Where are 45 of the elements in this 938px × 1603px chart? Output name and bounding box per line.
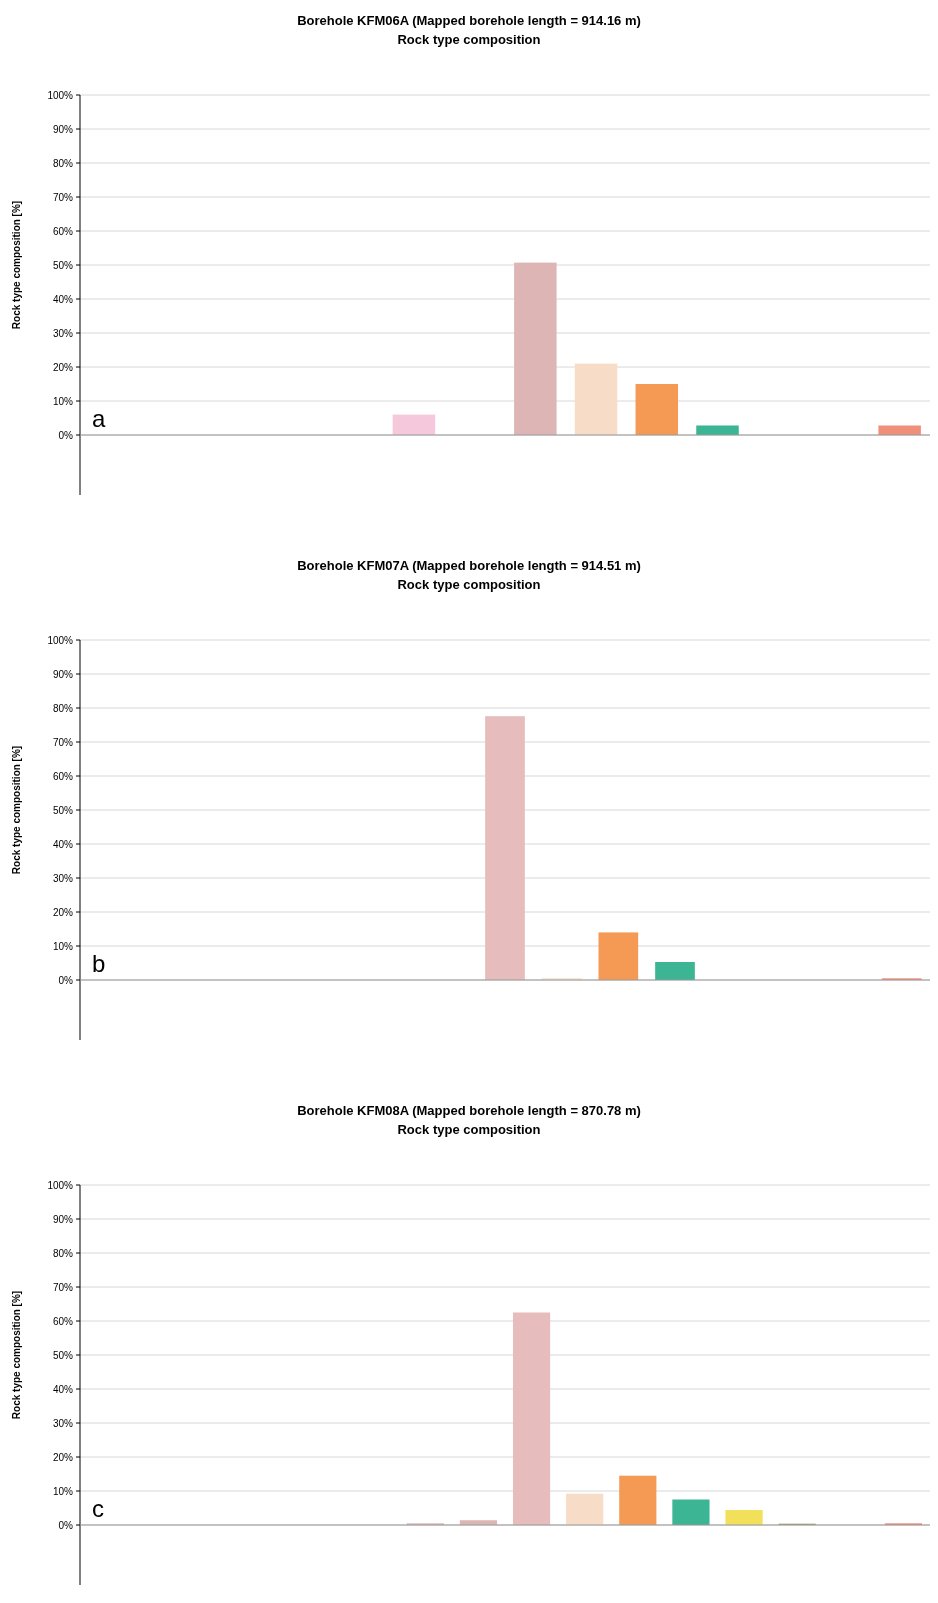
y-axis-title: Rock type composition [%] xyxy=(11,745,22,875)
y-tick-label: 100% xyxy=(47,634,74,646)
y-axis-title: Rock type composition [%] xyxy=(11,1290,22,1420)
y-tick-label: 30% xyxy=(52,1417,74,1429)
y-tick-label: 10% xyxy=(52,1485,74,1497)
y-tick-label: 20% xyxy=(52,361,74,373)
y-tick-label: 60% xyxy=(52,1315,74,1327)
y-tick-label: 0% xyxy=(58,1519,74,1531)
y-tick-label: 80% xyxy=(52,702,74,714)
y-tick-label: 30% xyxy=(52,327,74,339)
y-tick-label: 70% xyxy=(52,191,74,203)
y-tick-label: 50% xyxy=(52,259,74,271)
y-tick-label: 90% xyxy=(52,1213,74,1225)
y-tick-label: 90% xyxy=(52,668,74,680)
y-tick-label: 40% xyxy=(52,1383,74,1395)
chart-title: Borehole KFM06A (Mapped borehole length = 914.16 m) xyxy=(297,13,641,28)
y-tick-label: 50% xyxy=(52,1349,74,1361)
y-tick-label: 90% xyxy=(52,123,74,135)
annotation: b xyxy=(92,950,106,977)
chart-title: Borehole KFM07A (Mapped borehole length = 914.51 m) xyxy=(297,558,641,573)
y-tick-label: 10% xyxy=(52,940,74,952)
y-tick-label: 0% xyxy=(58,429,74,441)
y-axis-title: Rock type composition [%] xyxy=(11,200,22,330)
y-tick-label: 30% xyxy=(52,872,74,884)
chart-subtitle: Rock type composition xyxy=(397,1122,541,1137)
y-tick-label: 20% xyxy=(52,906,74,918)
annotation: c xyxy=(92,1495,104,1522)
chart-subtitle: Rock type composition xyxy=(397,32,541,47)
y-tick-label: 60% xyxy=(52,225,74,237)
y-tick-label: 70% xyxy=(52,1281,74,1293)
y-tick-label: 40% xyxy=(52,293,74,305)
annotation: a xyxy=(92,405,106,432)
chart-subtitle: Rock type composition xyxy=(397,577,541,592)
y-tick-label: 20% xyxy=(52,1451,74,1463)
y-tick-label: 100% xyxy=(47,89,74,101)
y-tick-label: 100% xyxy=(47,1179,74,1191)
y-tick-label: 0% xyxy=(58,974,74,986)
y-tick-label: 10% xyxy=(52,395,74,407)
y-tick-label: 80% xyxy=(52,157,74,169)
y-tick-label: 60% xyxy=(52,770,74,782)
y-tick-label: 40% xyxy=(52,838,74,850)
y-tick-label: 80% xyxy=(52,1247,74,1259)
chart-title: Borehole KFM08A (Mapped borehole length = 870.78 m) xyxy=(297,1103,641,1118)
y-tick-label: 70% xyxy=(52,736,74,748)
y-tick-label: 50% xyxy=(52,804,74,816)
